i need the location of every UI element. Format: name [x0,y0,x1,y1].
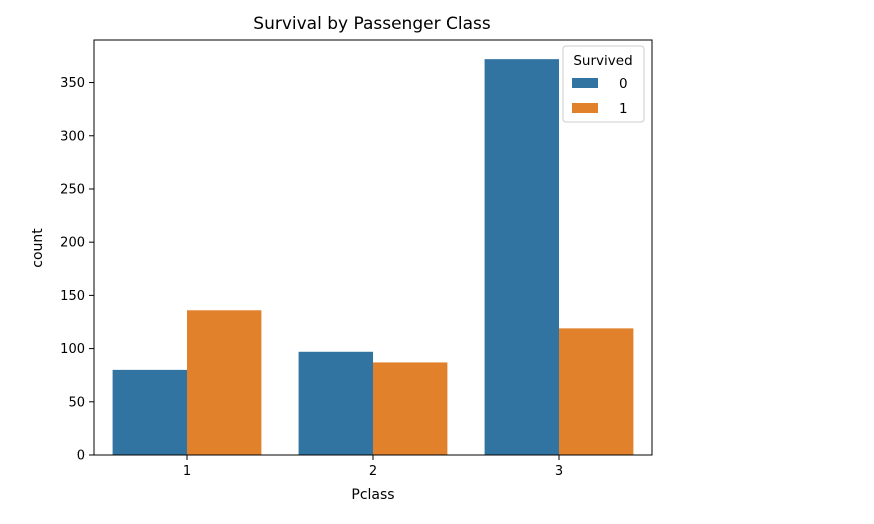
y-tick-label: 0 [77,449,85,464]
bar-pclass-1-survived-0 [112,369,187,455]
legend-swatch-survived-0 [572,78,598,88]
y-tick-label: 200 [60,236,85,251]
bar-pclass-2-survived-1 [373,362,448,455]
chart-title: Survival by Passenger Class [253,14,491,34]
y-tick-label: 300 [60,129,85,144]
bar-pclass-2-survived-0 [298,351,373,455]
x-tick-label-pclass-2: 2 [369,464,377,479]
bars-layer [112,59,634,456]
y-tick-label: 100 [60,342,85,357]
x-axis-label: Pclass [351,487,394,503]
legend-label-survived-1: 1 [619,101,628,117]
legend: Survived 0 1 [562,45,645,123]
bar-pclass-3-survived-0 [484,59,559,456]
legend-label-survived-0: 0 [619,76,628,92]
legend-title: Survived [573,53,632,69]
x-tick-label-pclass-1: 1 [183,464,191,479]
bar-pclass-1-survived-1 [187,310,262,455]
legend-swatch-survived-1 [572,103,598,113]
y-tick-label: 50 [68,395,85,410]
y-axis-ticks: 0 50 100 150 200 250 300 350 [60,76,94,464]
y-tick-label: 350 [60,76,85,91]
y-tick-label: 250 [60,182,85,197]
x-axis-ticks: 1 2 3 [183,455,563,479]
y-tick-label: 150 [60,289,85,304]
plot-frame [93,39,653,456]
x-tick-label-pclass-3: 3 [555,464,563,479]
bar-pclass-3-survived-1 [559,328,634,455]
y-axis-label: count [30,228,46,268]
